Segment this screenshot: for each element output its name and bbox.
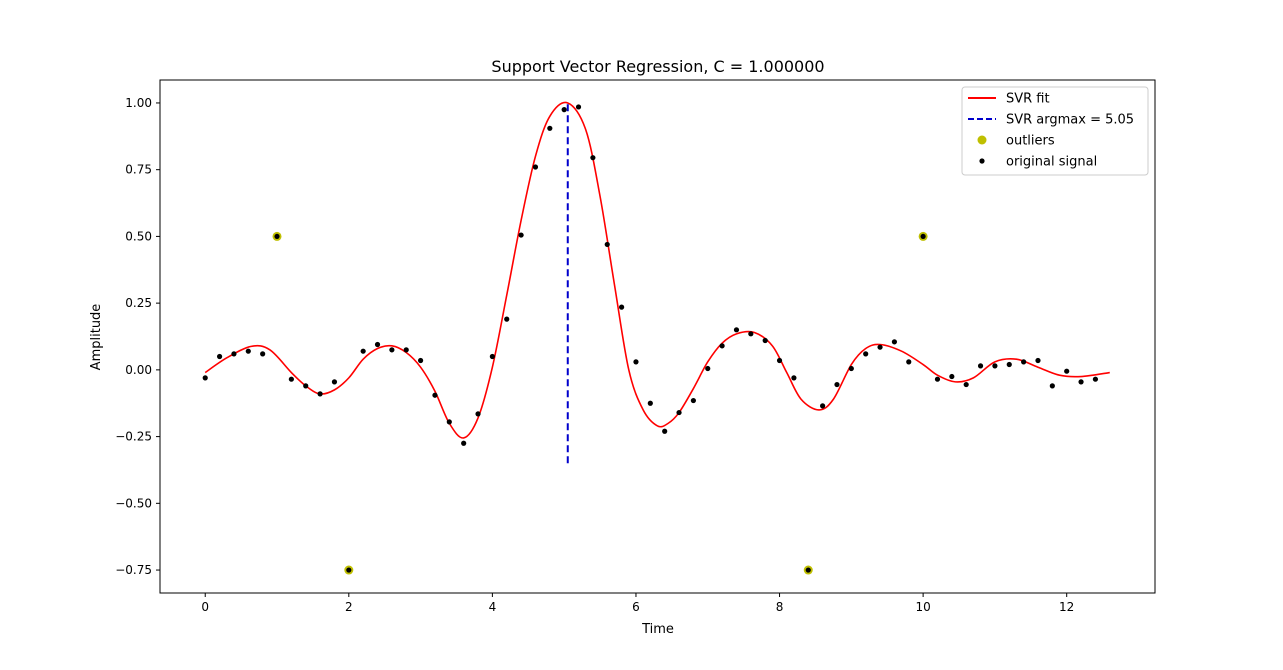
signal-point: [992, 363, 998, 369]
signal-point: [504, 316, 510, 322]
legend-label: outliers: [1006, 134, 1055, 149]
signal-point: [288, 376, 294, 382]
signal-point: [834, 381, 840, 388]
legend-swatch-outliers: [977, 135, 987, 145]
x-tick-label: 6: [632, 600, 640, 614]
plot-area: 0 2 4 6 8 10 12 −0.75 −0.50 −0.25 0.00 0.25 0.50 0.75…: [115, 79, 1156, 614]
signal-point: [518, 232, 524, 238]
svr-fit-line: [204, 101, 1110, 439]
signal-point: [906, 359, 912, 365]
signal-point: [1064, 368, 1070, 374]
signal-point: [231, 351, 237, 357]
x-axis-label: Time: [641, 622, 674, 637]
signal-point: [547, 125, 553, 131]
signal-point: [949, 373, 955, 380]
chart-title: Support Vector Regression, C = 1.000000: [491, 57, 824, 76]
y-tick-label: 1.00: [125, 96, 152, 110]
y-tick-label: 0.00: [125, 363, 152, 377]
signal-point: [360, 348, 366, 354]
x-tick-label: 2: [345, 600, 353, 614]
x-tick-label: 12: [1059, 600, 1074, 614]
legend-label: SVR fit: [1006, 92, 1050, 107]
signal-point: [690, 397, 696, 404]
signal-point: [317, 391, 323, 397]
y-tick-label: −0.75: [115, 563, 152, 577]
legend-label: SVR argmax = 5.05: [1006, 113, 1134, 128]
y-tick-label: −0.25: [115, 430, 152, 444]
signal-point: [934, 376, 941, 382]
signal-point: [1092, 376, 1099, 382]
signal-point: [389, 347, 395, 353]
y-tick-label: 0.25: [125, 296, 152, 310]
signal-point: [403, 347, 409, 353]
signal-point: [489, 353, 495, 360]
signal-point: [432, 392, 438, 398]
legend: SVR fit SVR argmax = 5.05 outliers original…: [961, 86, 1149, 176]
plot-frame: [159, 79, 1156, 594]
signal-point: [805, 567, 811, 573]
legend-swatch-signal: [979, 158, 985, 164]
signal-point: [202, 375, 208, 381]
signal-point: [820, 403, 826, 409]
signal-point: [590, 155, 596, 161]
signal-point: [475, 411, 481, 417]
signal-point: [647, 400, 653, 406]
legend-label: original signal: [1006, 155, 1097, 170]
signal-point: [1035, 357, 1041, 364]
signal-point: [705, 365, 711, 372]
signal-point: [1078, 379, 1084, 385]
x-tick-label: 8: [776, 600, 784, 614]
legend-box: [961, 86, 1149, 176]
signal-point: [216, 353, 223, 360]
signal-point: [604, 241, 610, 248]
y-tick-label: 0.75: [125, 163, 152, 177]
signal-point: [733, 327, 740, 333]
signal-point: [245, 348, 251, 354]
signal-point: [863, 351, 869, 357]
signal-point: [891, 339, 898, 345]
x-tick-label: 4: [489, 600, 497, 614]
x-tick-label: 10: [915, 600, 930, 614]
signal-point: [303, 383, 309, 389]
signal-point: [346, 567, 352, 573]
signal-point: [877, 344, 883, 350]
signal-point: [791, 375, 797, 381]
x-tick-label: 0: [201, 600, 209, 614]
signal-point: [762, 337, 768, 344]
signal-point: [575, 104, 582, 110]
signal-point: [331, 379, 338, 385]
signal-point: [260, 351, 266, 357]
signal-point: [776, 357, 783, 364]
signal-point: [1006, 361, 1012, 368]
signal-point: [1049, 383, 1055, 389]
signal-point: [532, 164, 539, 170]
signal-point: [719, 343, 725, 349]
signal-point: [1021, 359, 1027, 365]
signal-point: [446, 419, 452, 425]
y-axis-label: Amplitude: [89, 304, 104, 371]
signal-point: [920, 233, 926, 240]
signal-point: [633, 359, 639, 365]
signal-point: [977, 363, 984, 369]
signal-point: [374, 341, 381, 348]
y-tick-label: 0.50: [125, 229, 152, 243]
signal-point: [274, 233, 280, 240]
y-tick-label: −0.50: [115, 496, 152, 510]
signal-point: [676, 409, 682, 416]
signal-point: [561, 107, 567, 113]
signal-point: [848, 365, 854, 372]
signal-point: [461, 440, 467, 446]
signal-point: [748, 331, 754, 337]
signal-point: [619, 304, 625, 310]
signal-point: [662, 428, 668, 434]
signal-point: [417, 357, 424, 364]
signal-point: [963, 381, 969, 388]
